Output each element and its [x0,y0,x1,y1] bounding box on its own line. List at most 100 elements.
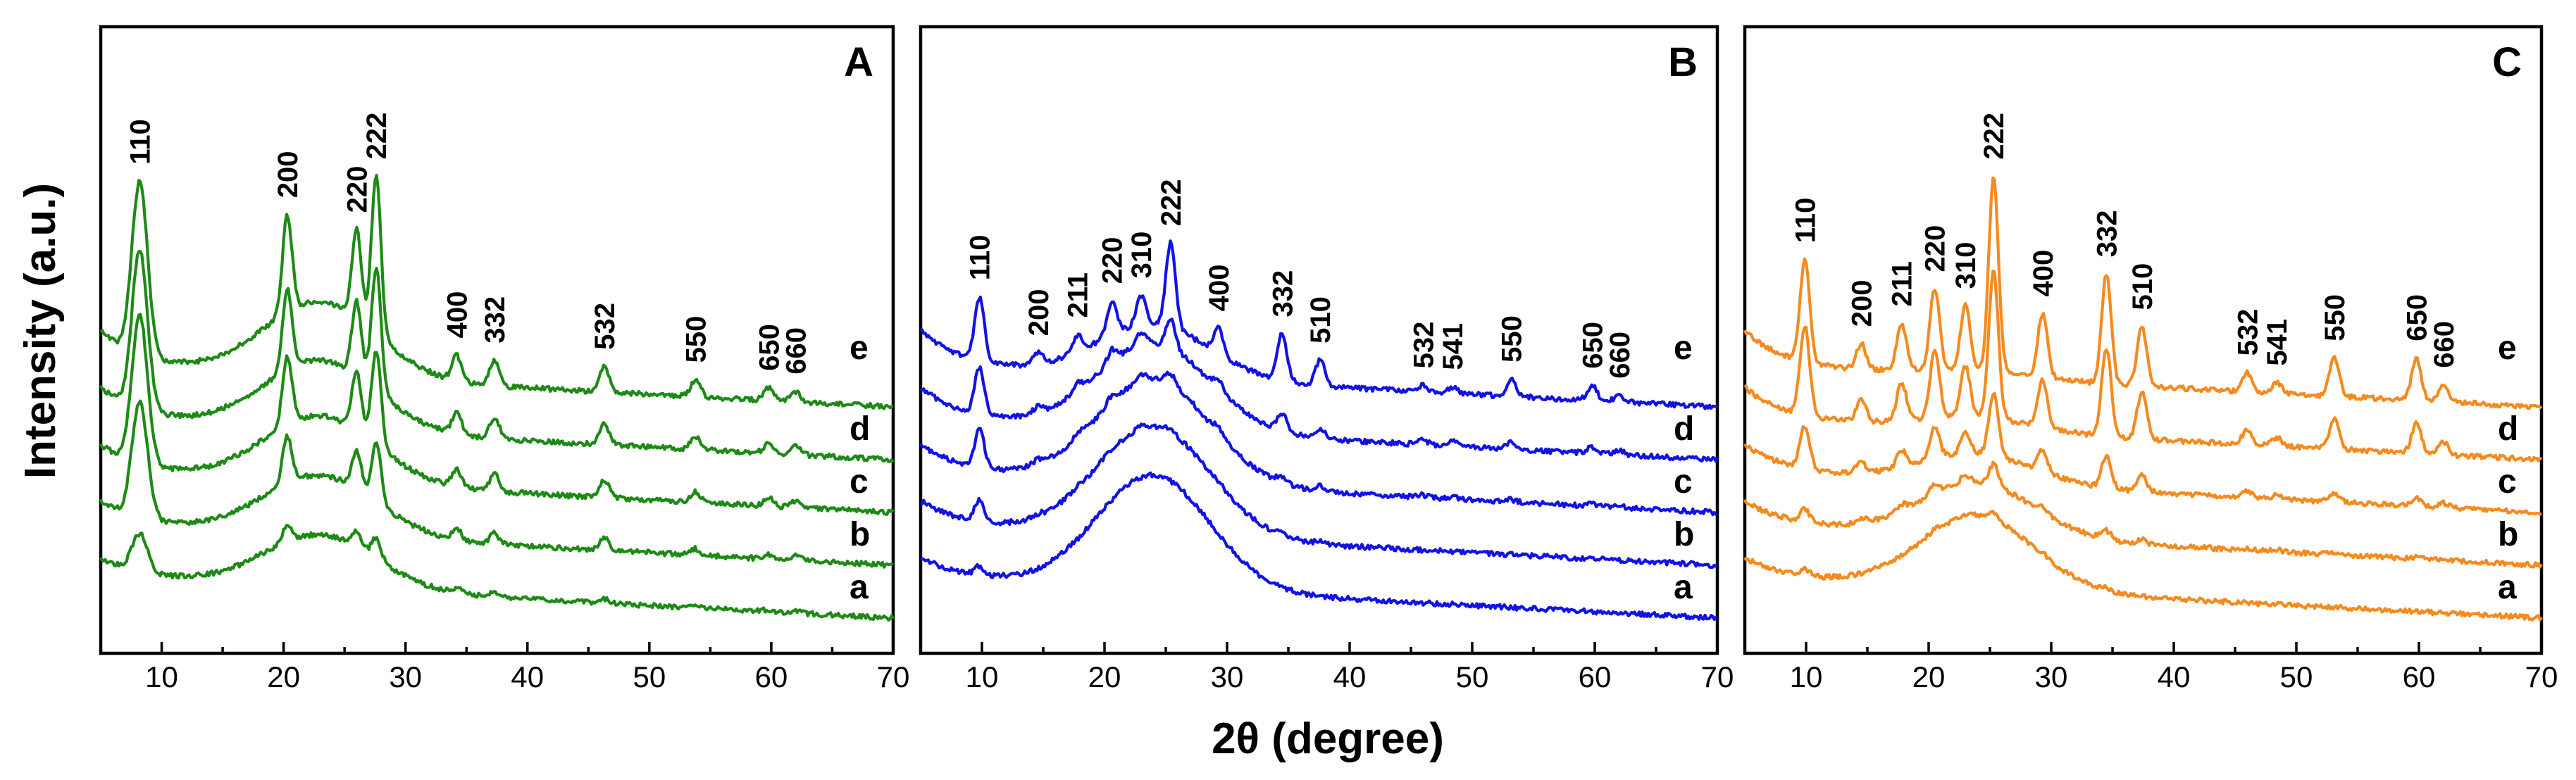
x-tick-label: 10 [966,660,999,693]
x-tick-label: 40 [2158,660,2191,693]
x-axis-label: 2θ (degree) [1212,715,1444,763]
x-tick-label: 40 [511,660,544,693]
peak-label-332: 332 [2091,210,2122,257]
curve-label: d [850,410,870,448]
curve-b [99,399,894,569]
peak-label-532: 532 [1408,322,1439,369]
curve-label: e [2498,329,2517,367]
x-tick-label: 30 [1211,660,1244,693]
peak-label-220: 220 [1920,225,1951,272]
curve-label: e [850,329,869,367]
curve-b [1743,460,2543,569]
curve-a [99,523,895,622]
x-tick-label: 20 [1912,660,1946,693]
curve-d [1743,269,2543,463]
curve-label: e [1674,329,1693,367]
curve-a [1743,510,2543,622]
curve-c [99,313,895,516]
curve-e [99,173,894,410]
x-tick-label: 70 [877,660,910,693]
peak-label-660: 660 [1605,332,1636,379]
peak-label-110: 110 [125,119,156,165]
x-tick-label: 30 [389,660,422,693]
peak-label-200: 200 [273,151,304,199]
curve-e [919,239,1719,410]
peak-label-532: 532 [2232,309,2263,356]
peak-label-541: 541 [2262,319,2293,366]
x-tick-label: 20 [267,660,300,693]
curve-label: c [2498,463,2517,501]
peak-label-110: 110 [965,235,996,281]
peak-label-211: 211 [1063,272,1094,318]
curve-c [919,370,1718,517]
peak-label-650: 650 [754,324,785,371]
peak-label-220: 220 [1097,237,1128,284]
x-tick-label: 30 [2035,660,2068,693]
peak-label-660: 660 [2429,321,2460,368]
peak-label-550: 550 [2320,294,2351,341]
peak-label-222: 222 [1156,179,1187,226]
panel-frame [99,25,895,655]
curve-c [1743,391,2542,516]
panel-frame [1743,25,2544,655]
curve-b [919,422,1718,570]
peak-label-650: 650 [1578,322,1609,369]
peak-label-220: 220 [342,166,373,213]
peak-label-550: 550 [681,316,712,363]
panel-label: A [844,39,873,85]
peak-label-400: 400 [442,291,473,339]
peak-label-510: 510 [1305,296,1336,344]
peak-label-200: 200 [1023,289,1054,336]
x-tick-label: 50 [2280,660,2313,693]
peak-label-211: 211 [1887,261,1918,307]
panel-frame [919,25,1719,655]
peak-label-332: 332 [480,296,511,344]
x-tick-label: 50 [633,660,666,693]
panel-label: C [2492,39,2522,85]
x-tick-label: 60 [2403,660,2436,693]
curve-label: b [850,516,870,553]
curve-label: a [2498,569,2517,606]
peak-label-510: 510 [2127,263,2158,310]
x-tick-label: 10 [1790,660,1823,693]
x-tick-label: 50 [1456,660,1489,693]
peak-label-400: 400 [2028,250,2059,297]
curve-label: d [1674,410,1694,448]
peak-label-110: 110 [1790,198,1821,244]
peak-label-222: 222 [1979,113,2010,160]
x-tick-label: 20 [1088,660,1121,693]
curve-label: c [1674,463,1693,501]
peak-label-310: 310 [1950,242,1981,289]
peak-label-332: 332 [1267,270,1298,317]
x-tick-label: 60 [1579,660,1612,693]
x-tick-label: 40 [1333,660,1367,693]
curve-label: d [2498,410,2518,448]
peak-label-660: 660 [781,327,812,375]
peak-label-222: 222 [361,113,392,160]
curve-label: b [2498,516,2518,553]
y-axis-label: Intensity (a.u.) [16,183,65,479]
x-tick-label: 10 [145,660,178,693]
curve-d [99,250,895,463]
peak-label-400: 400 [1204,265,1235,312]
curve-label: b [1674,516,1694,553]
x-tick-label: 70 [1701,660,1734,693]
curve-a [920,471,1718,621]
peak-label-532: 532 [590,303,621,350]
curve-label: a [1674,569,1693,606]
panel-label: B [1668,39,1698,85]
x-tick-label: 70 [2525,660,2558,693]
curve-d [919,317,1719,463]
curve-label: a [850,569,869,606]
curve-label: c [850,463,869,501]
peak-label-200: 200 [1846,279,1877,327]
curve-e [1743,176,2543,410]
peak-label-541: 541 [1438,323,1469,370]
x-tick-label: 60 [755,660,788,693]
peak-label-310: 310 [1126,232,1157,279]
peak-label-650: 650 [2402,294,2433,341]
